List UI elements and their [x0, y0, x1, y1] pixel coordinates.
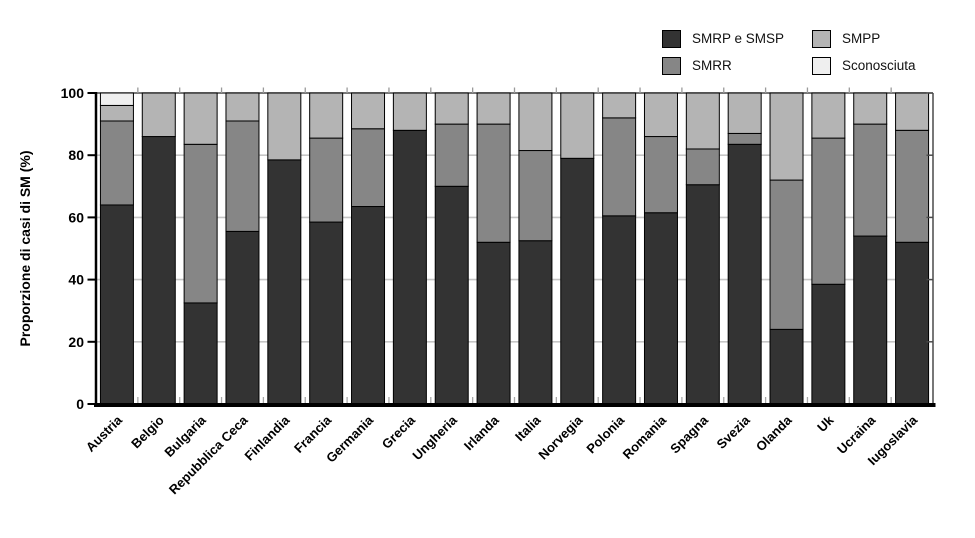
bar-segment-smrp-e-smsp — [99, 204, 134, 405]
x-category-label: Romania — [620, 412, 670, 462]
legend-label-smrr: SMRR — [692, 58, 732, 73]
bar-segment-sconosciuta — [99, 92, 134, 106]
bar-segment-smpp — [685, 92, 720, 150]
bar-segment-smrr — [685, 148, 720, 186]
x-category-label: Grecia — [379, 412, 419, 452]
bar-segment-smpp — [309, 92, 344, 139]
bar-segment-smrr — [351, 128, 386, 208]
bar-segment-smrr — [183, 143, 218, 304]
legend-label-smpp: SMPP — [842, 31, 881, 46]
bar-segment-smpp — [99, 104, 134, 122]
legend-item-smrp-smsp: SMRP e SMSP — [662, 25, 812, 52]
bar-segment-smrp-e-smsp — [853, 235, 888, 405]
bar-segment-smrp-e-smsp — [811, 283, 846, 405]
x-category-label: Olanda — [753, 412, 795, 454]
y-tick-label: 80 — [68, 147, 84, 163]
x-category-label: Ungheria — [409, 412, 460, 463]
legend-swatch-sconosciuta — [812, 56, 831, 75]
bar-segment-smpp — [392, 92, 427, 131]
bar-segment-smpp — [267, 92, 302, 161]
bar-segment-smpp — [351, 92, 386, 130]
bar-segment-smpp — [476, 92, 511, 125]
bar-segment-smrp-e-smsp — [685, 184, 720, 405]
bar-segment-smrp-e-smsp — [141, 136, 176, 405]
x-category-label: Irlanda — [461, 412, 502, 453]
x-category-label: Repubblica Ceca — [166, 412, 251, 497]
legend-swatch-smrp-smsp — [662, 29, 681, 48]
legend-swatch-smpp — [812, 29, 831, 48]
bar-segment-smpp — [727, 92, 762, 134]
bar-segment-smrp-e-smsp — [392, 129, 427, 405]
bar-segment-smpp — [769, 92, 804, 181]
y-tick-label: 40 — [68, 272, 84, 288]
bar-segment-smrr — [309, 137, 344, 223]
x-axis — [94, 403, 936, 407]
bar-segment-smrp-e-smsp — [518, 240, 553, 405]
bar-segment-smrp-e-smsp — [769, 328, 804, 405]
bar-segment-smpp — [811, 92, 846, 139]
bar-segment-smrr — [727, 132, 762, 145]
y-tick-label: 0 — [76, 396, 84, 412]
bar-segment-smpp — [183, 92, 218, 145]
x-category-label: Belgio — [128, 412, 167, 451]
bar-segment-smrp-e-smsp — [309, 221, 344, 405]
y-tick-label: 20 — [68, 334, 84, 350]
bar-segment-smpp — [602, 92, 637, 119]
y-axis-title: Proporzione di casi di SM (%) — [17, 150, 33, 346]
x-category-label: Uk — [814, 412, 837, 435]
x-category-label: Norvegia — [535, 412, 585, 462]
bar-segment-smpp — [141, 92, 176, 138]
bar-segment-smpp — [225, 92, 260, 122]
y-tick-label: 60 — [68, 209, 84, 225]
bar-segment-smrp-e-smsp — [476, 241, 511, 405]
bar-segment-smrr — [895, 129, 930, 243]
bar-segment-smrp-e-smsp — [351, 206, 386, 405]
bar-segment-smrp-e-smsp — [225, 230, 260, 405]
bar-segment-smrp-e-smsp — [643, 212, 678, 405]
legend-label-sconosciuta: Sconosciuta — [842, 58, 916, 73]
y-tick-label: 100 — [61, 85, 85, 101]
bar-segment-smrp-e-smsp — [727, 143, 762, 405]
x-category-label: Spagna — [667, 412, 711, 456]
legend-swatch-smrr — [662, 56, 681, 75]
bar-segment-smrr — [225, 120, 260, 232]
bar-segment-smrr — [99, 120, 134, 206]
bar-segment-smrr — [643, 136, 678, 214]
bar-segment-smrr — [853, 123, 888, 237]
bar-segment-smpp — [853, 92, 888, 125]
bar-segment-smrr — [811, 137, 846, 285]
bar-segment-smpp — [434, 92, 469, 125]
bar-segment-smrr — [476, 123, 511, 243]
bar-segment-smrp-e-smsp — [895, 241, 930, 405]
x-category-label: Svezia — [714, 412, 754, 452]
x-category-label: Finlandia — [241, 412, 292, 463]
bar-segment-smrp-e-smsp — [434, 185, 469, 405]
x-category-label: Italia — [512, 412, 544, 444]
bar-segment-smrp-e-smsp — [183, 302, 218, 405]
bar-segment-smpp — [560, 92, 595, 159]
bar-segment-smrr — [769, 179, 804, 330]
bar-segment-smpp — [895, 92, 930, 131]
legend: SMRP e SMSP SMRR SMPP Sconosciuta — [662, 25, 975, 79]
legend-item-smrr: SMRR — [662, 52, 812, 79]
bar-segment-smpp — [643, 92, 678, 138]
bar-segment-smrr — [602, 117, 637, 217]
x-category-label: Austria — [83, 412, 126, 455]
legend-item-sconosciuta: Sconosciuta — [812, 52, 975, 79]
bar-segment-smrp-e-smsp — [602, 215, 637, 405]
bar-segment-smrp-e-smsp — [267, 159, 302, 405]
bar-segment-smrr — [518, 150, 553, 242]
legend-label-smrp-smsp: SMRP e SMSP — [692, 31, 785, 46]
legend-item-smpp: SMPP — [812, 25, 975, 52]
bar-segment-smrr — [434, 123, 469, 187]
bar-segment-smrp-e-smsp — [560, 157, 595, 405]
bar-segment-smpp — [518, 92, 553, 152]
